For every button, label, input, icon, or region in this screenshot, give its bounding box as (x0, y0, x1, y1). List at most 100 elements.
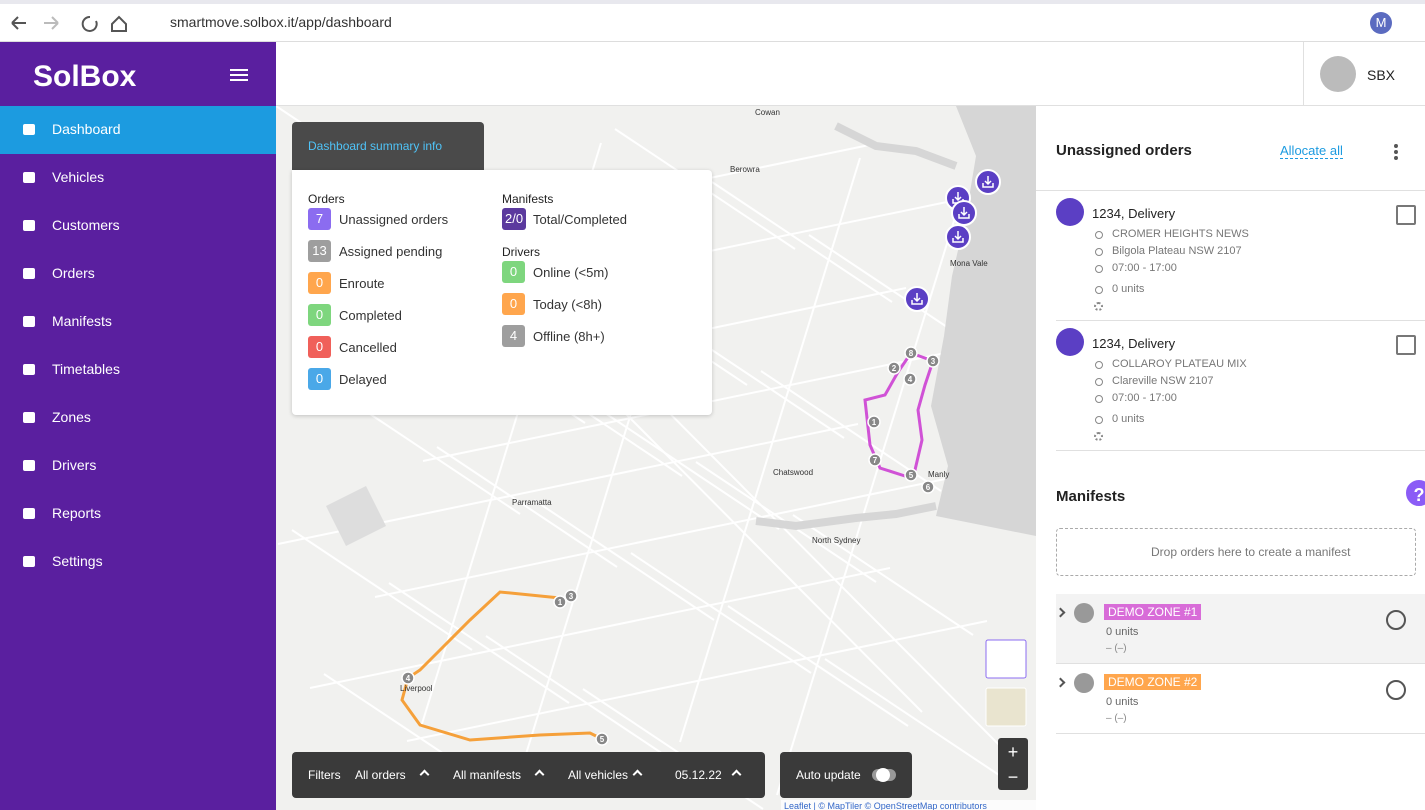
stop-number: 4 (406, 674, 411, 683)
detail-icon (1095, 286, 1103, 294)
nav-icon (23, 412, 35, 423)
nav-item[interactable]: Manifests (0, 298, 276, 346)
stop-marker (904, 346, 918, 360)
filter-option[interactable]: All vehicles (568, 768, 629, 782)
detail-icon (1095, 248, 1103, 256)
zoom-out[interactable]: − (1008, 767, 1019, 787)
order-units: 0 units (1112, 413, 1145, 425)
order-divider (1056, 450, 1425, 451)
layer-button (985, 639, 1027, 679)
nav-icon (23, 124, 35, 135)
road (792, 514, 974, 636)
allocate-all[interactable]: Allocate all (1280, 143, 1343, 159)
stop-marker (595, 732, 609, 746)
stop-number: 5 (909, 471, 914, 480)
filter-option[interactable]: All manifests (453, 768, 522, 782)
summary-count: 0 (308, 368, 331, 390)
profile[interactable]: M (1370, 12, 1392, 34)
nav-icon (23, 220, 35, 231)
nav-item[interactable]: Customers (0, 202, 276, 250)
locate-button[interactable] (1386, 610, 1406, 630)
park (326, 486, 386, 546)
nav-item[interactable]: Timetables (0, 346, 276, 394)
nav-label: Orders (52, 265, 95, 281)
url[interactable]: smartmove.solbox.it/app/dashboard (170, 14, 392, 30)
order-address: Bilgola Plateau NSW 2107 (1112, 245, 1242, 257)
user-name[interactable]: SBX (1367, 67, 1396, 83)
logo[interactable]: SolBox (33, 60, 137, 93)
stop-marker (867, 415, 881, 429)
stop-number: 1 (558, 598, 563, 607)
road (533, 499, 715, 621)
nav-item[interactable]: Settings (0, 538, 276, 586)
auto-update-bar: Auto update (780, 752, 912, 798)
more-menu[interactable] (1394, 144, 1398, 160)
nav-item[interactable]: Dashboard (0, 106, 276, 154)
nav-item[interactable]: Vehicles (0, 154, 276, 202)
nav-item[interactable]: Reports (0, 490, 276, 538)
zoom-control (998, 738, 1028, 790)
pause-button[interactable] (1074, 673, 1094, 693)
nav-item[interactable]: Drivers (0, 442, 276, 490)
summary-label: Assigned pending (339, 244, 443, 259)
nav-icon (23, 268, 35, 279)
order-icon (982, 176, 994, 188)
summary-count: 4 (502, 325, 525, 347)
summary-count: 0 (502, 293, 525, 315)
harbour (755, 502, 937, 531)
detail-icon (1095, 231, 1103, 239)
attribution: Leaflet | © MapTiler © OpenStreetMap con… (784, 801, 987, 810)
summary-panel: Orders 7 Unassigned orders 13 Assigned pendi… (292, 170, 712, 415)
manifest-status: – (–) (1106, 643, 1127, 654)
locate-button[interactable] (1386, 680, 1406, 700)
pause-button[interactable] (1074, 603, 1094, 623)
summary-toggle[interactable]: Dashboard summary info (292, 122, 484, 170)
place-label: Berowra (730, 165, 760, 174)
filter-option[interactable]: All orders (355, 768, 406, 782)
road (388, 582, 570, 704)
order-checkbox[interactable] (1396, 205, 1416, 225)
stop-marker (903, 372, 917, 386)
manifests-title: Manifests (1056, 488, 1126, 505)
nav-label: Customers (52, 217, 120, 233)
nav-icon (23, 172, 35, 183)
summary-label: Offline (8h+) (533, 329, 605, 344)
summary-label: Today (<8h) (533, 297, 603, 312)
nav-label: Vehicles (52, 169, 105, 185)
summary-count: 0 (308, 336, 331, 358)
nav-icon (23, 508, 35, 519)
nav-buttons[interactable] (8, 12, 138, 36)
avatar[interactable] (1320, 56, 1356, 92)
road (630, 552, 812, 674)
settings-icon (1094, 432, 1103, 441)
road (824, 658, 1006, 780)
order-icon (1056, 328, 1084, 356)
stop-number: 4 (908, 375, 913, 384)
summary-label: Total/Completed (533, 212, 627, 227)
filter-option[interactable]: 05.12.22 (675, 768, 722, 782)
order-checkbox[interactable] (1396, 335, 1416, 355)
order-time: 07:00 - 17:00 (1112, 392, 1177, 404)
nav-label: Settings (52, 553, 103, 569)
stop-marker (401, 671, 415, 685)
help-button[interactable]: ? (1404, 478, 1425, 508)
summary-count: 0 (502, 261, 525, 283)
manifest-row (1056, 664, 1425, 734)
stop-marker (553, 595, 567, 609)
divider (1303, 42, 1304, 106)
summary-label: Completed (339, 308, 402, 323)
nav-item[interactable]: Orders (0, 250, 276, 298)
summary-label: Online (<5m) (533, 265, 609, 280)
place-label: Liverpool (400, 684, 433, 693)
place-label: North Sydney (812, 536, 860, 545)
filter-bar: Filters All orders All manifests All vehicl… (292, 752, 765, 798)
stop-number: 5 (600, 735, 605, 744)
summary-heading: Drivers (502, 245, 540, 259)
menu-toggle[interactable] (230, 68, 250, 84)
nav-item[interactable]: Zones (0, 394, 276, 442)
detail-icon (1095, 416, 1103, 424)
place-label: Cowan (755, 108, 780, 117)
zoom-in[interactable]: + (1008, 742, 1019, 762)
road (679, 157, 861, 743)
